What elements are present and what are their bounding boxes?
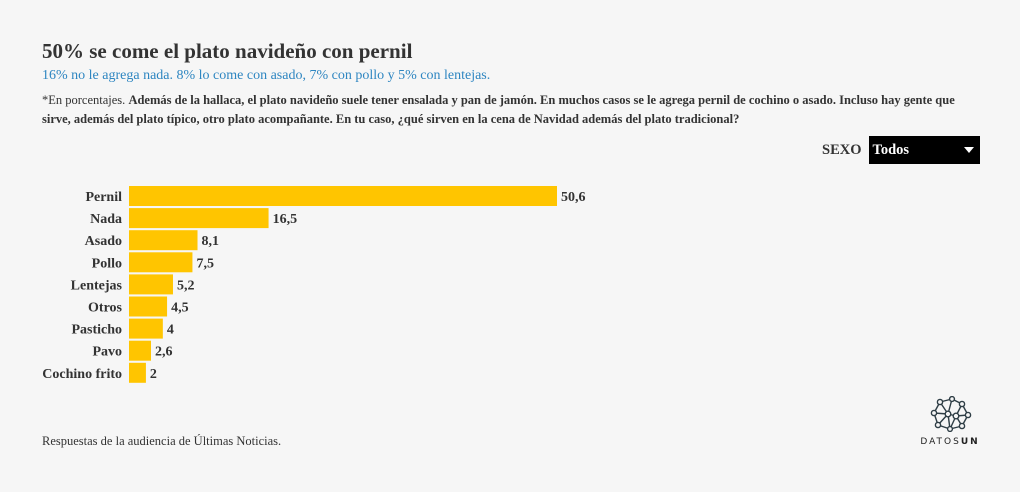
category-label: Nada xyxy=(90,212,122,227)
bar[interactable] xyxy=(129,362,146,383)
select-value: Todos xyxy=(872,141,910,158)
value-label: 2 xyxy=(150,367,157,382)
chart-title: 50% se come el plato navideño con pernil xyxy=(42,39,413,63)
sex-filter: SEXO Todos xyxy=(822,136,980,164)
category-label: Pernil xyxy=(85,190,122,205)
category-label: Pavo xyxy=(92,345,122,360)
sex-select[interactable]: Todos xyxy=(868,136,980,164)
value-label: 5,2 xyxy=(177,278,195,293)
bar[interactable] xyxy=(129,252,193,273)
chevron-down-icon xyxy=(963,147,974,153)
source-note: Respuestas de la audiencia de Últimas No… xyxy=(42,434,282,448)
category-label: Lentejas xyxy=(71,278,123,293)
bar[interactable] xyxy=(129,296,168,317)
bar[interactable] xyxy=(129,230,198,251)
value-label: 50,6 xyxy=(561,190,586,205)
value-label: 2,6 xyxy=(155,345,173,360)
datosun-logo: DATOSUN xyxy=(918,395,982,447)
bar[interactable] xyxy=(129,186,557,206)
bar[interactable] xyxy=(129,340,151,361)
logo-word-un: UN xyxy=(960,437,980,447)
value-label: 4,5 xyxy=(171,301,189,316)
note-body: Además de la hallaca, el plato navideño … xyxy=(42,93,955,126)
category-label: Pollo xyxy=(92,256,122,271)
value-label: 8,1 xyxy=(202,234,220,249)
category-label: Asado xyxy=(85,234,122,249)
filter-label: SEXO xyxy=(822,141,862,158)
logo-word-datos: DATOS xyxy=(920,437,961,447)
value-label: 7,5 xyxy=(196,256,214,271)
category-label: Cochino frito xyxy=(42,367,122,382)
bar[interactable] xyxy=(129,274,173,295)
note-lead: *En porcentajes. xyxy=(42,93,126,107)
value-label: 4 xyxy=(167,323,174,338)
bar[interactable] xyxy=(129,208,269,229)
bar-chart: Pernil 50,6 Nada 16,5 Asado 8,1 Pollo 7,5 Lentej… xyxy=(42,186,586,383)
value-label: 16,5 xyxy=(273,212,298,227)
chart-note: *En porcentajes. Además de la hallaca, e… xyxy=(42,91,977,129)
category-label: Pasticho xyxy=(71,323,122,338)
logo-wordmark: DATOSUN xyxy=(918,437,982,447)
chart-subtitle: 16% no le agrega nada. 8% lo come con as… xyxy=(42,68,491,83)
category-label: Otros xyxy=(88,301,123,316)
network-icon xyxy=(930,395,972,433)
bar[interactable] xyxy=(129,318,163,339)
